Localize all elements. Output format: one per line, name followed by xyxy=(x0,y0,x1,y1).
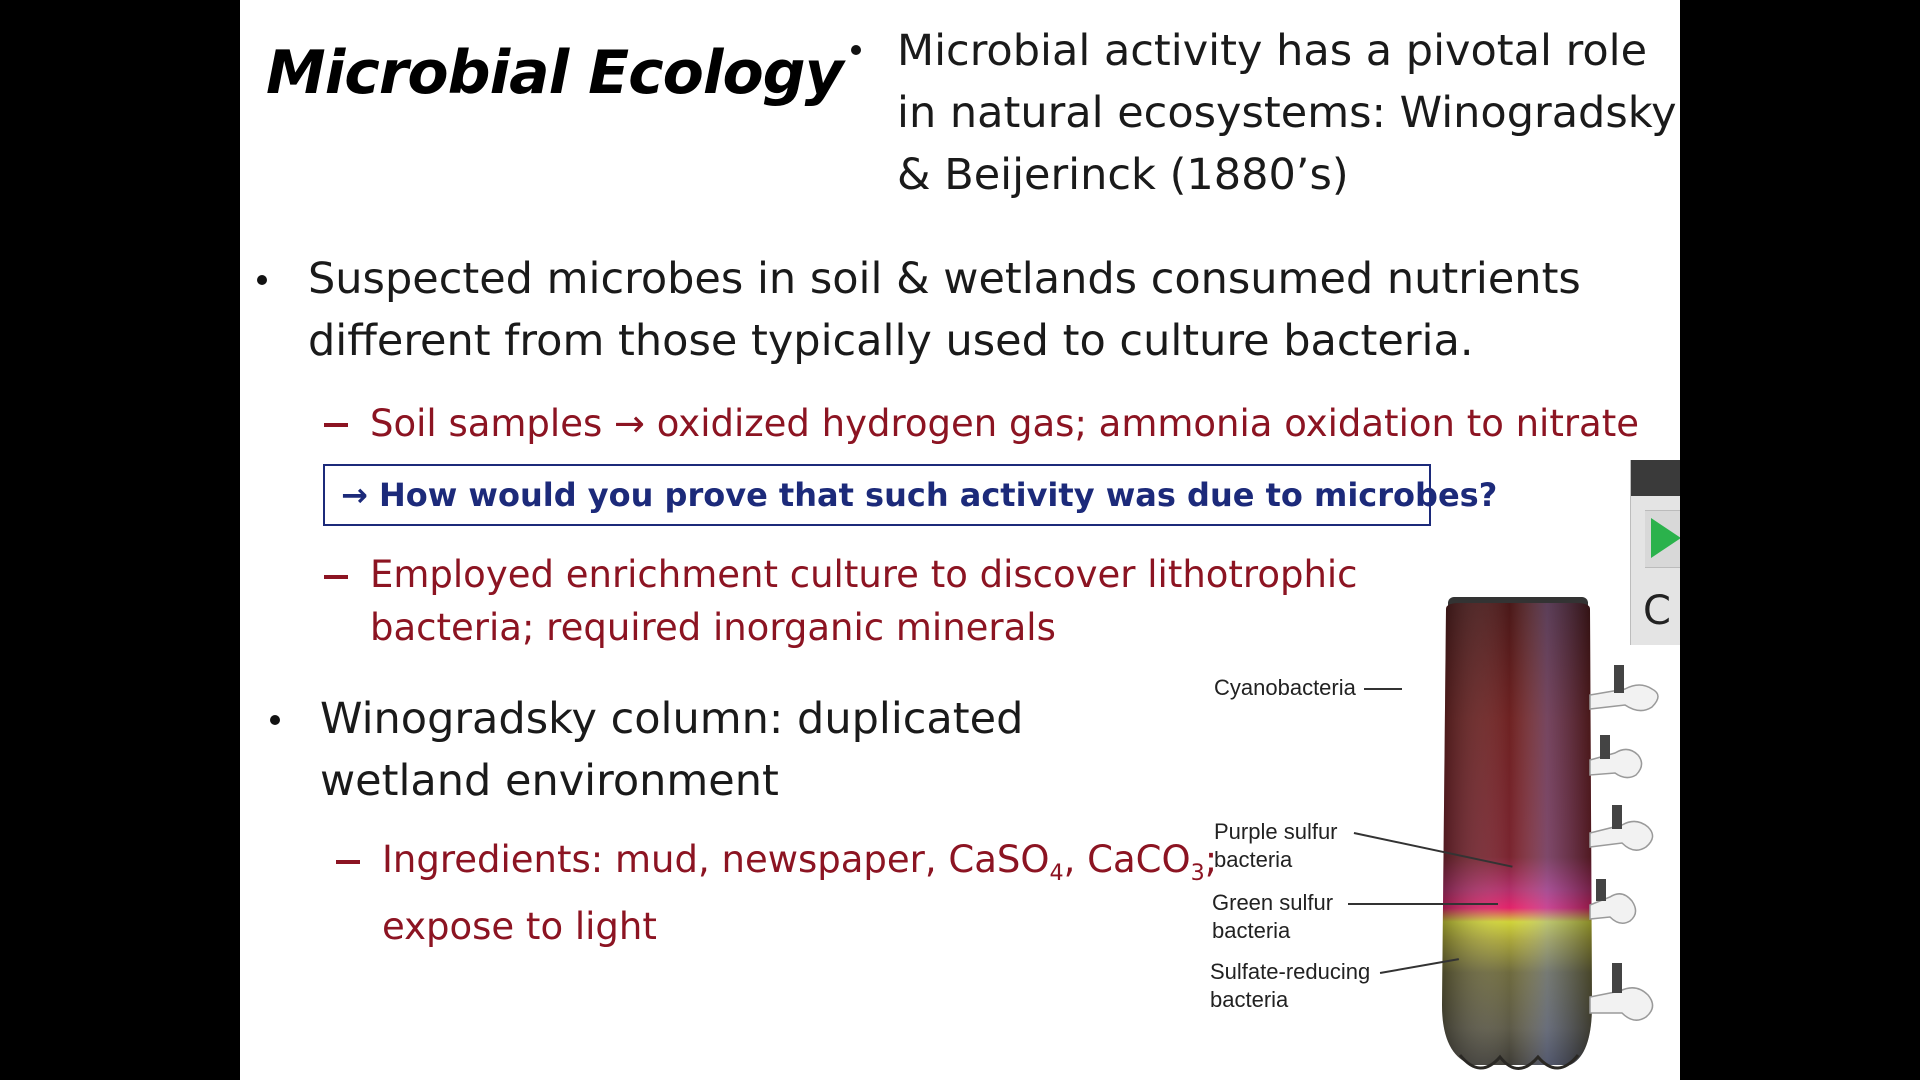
bullet1-line2: different from those typically used to c… xyxy=(308,316,1474,366)
label-cyanobacteria: Cyanobacteria xyxy=(1214,675,1356,700)
side-panel-header xyxy=(1631,460,1680,496)
sub3-pre: Ingredients: mud, newspaper, CaSO xyxy=(382,838,1050,881)
sub3-subscript-b: 3 xyxy=(1190,859,1205,886)
sub3-end: ; xyxy=(1204,838,1218,881)
sub1-pre: Soil samples xyxy=(370,402,603,445)
label-sulfate-reducing: Sulfate-reducing bacteria xyxy=(1210,958,1370,1014)
column-shine xyxy=(1442,603,1592,1065)
top-bullet-line2: in natural ecosystems: Winogradsky xyxy=(897,88,1677,138)
sub1-text: Soil samples → oxidized hydrogen gas; am… xyxy=(370,397,1639,450)
bullet2-line2: wetland environment xyxy=(320,756,779,806)
label-sulfate-line2: bacteria xyxy=(1210,987,1289,1012)
dash-marker xyxy=(336,860,360,864)
top-bullet-line3: & Beijerinck (1880’s) xyxy=(897,150,1349,200)
column-feet xyxy=(1458,1054,1580,1070)
sub3-line2: expose to light xyxy=(382,904,657,948)
sub3-subscript-a: 4 xyxy=(1049,859,1064,886)
slide-title: Microbial Ecology xyxy=(266,38,844,108)
bullet2-line1: Winogradsky column: duplicated xyxy=(320,694,1024,744)
label-sulfate-line1: Sulfate-reducing xyxy=(1210,959,1371,984)
sub2-line1: Employed enrichment culture to discover … xyxy=(370,553,1358,596)
sampling-ports xyxy=(1589,665,1659,1021)
sub2-text: Employed enrichment culture to discover … xyxy=(370,548,1358,654)
question-box: → How would you prove that such activity… xyxy=(323,464,1497,526)
sub1-post: oxidized hydrogen gas; ammonia oxidation… xyxy=(656,402,1639,445)
top-bullet-text: Microbial activity has a pivotal role in… xyxy=(897,20,1677,206)
winogradsky-column-image xyxy=(1442,597,1659,1070)
top-bullet-line1: Microbial activity has a pivotal role xyxy=(897,26,1648,76)
leader-line xyxy=(1364,688,1402,690)
label-green-line2: bacteria xyxy=(1212,918,1291,943)
bullet-dot xyxy=(257,275,267,285)
question-text: How would you prove that such activity w… xyxy=(378,476,1498,514)
bullet-dot xyxy=(851,45,861,55)
label-purple-line1: Purple sulfur xyxy=(1214,819,1338,844)
bullet1-text: Suspected microbes in soil & wetlands co… xyxy=(308,248,1581,372)
slide: Microbial Ecology Microbial activity has… xyxy=(240,0,1680,1080)
sub3-mid: , CaCO xyxy=(1063,838,1191,881)
label-green-sulfur: Green sulfur bacteria xyxy=(1212,889,1333,945)
label-green-line1: Green sulfur xyxy=(1212,890,1334,915)
dash-marker xyxy=(324,575,348,579)
dash-marker xyxy=(324,423,348,427)
arrow-icon: → xyxy=(614,402,646,445)
side-panel: C xyxy=(1630,460,1680,645)
sub2-line2: bacteria; required inorganic minerals xyxy=(370,606,1056,649)
bullet1-line1: Suspected microbes in soil & wetlands co… xyxy=(308,254,1581,304)
label-purple-sulfur: Purple sulfur bacteria xyxy=(1214,818,1338,874)
arrow-icon: → xyxy=(341,476,368,514)
sub3-line1: Ingredients: mud, newspaper, CaSO4, CaCO… xyxy=(382,833,1217,900)
bullet-dot xyxy=(270,715,280,725)
label-purple-line2: bacteria xyxy=(1214,847,1293,872)
side-panel-letter[interactable]: C xyxy=(1643,588,1671,634)
sub3-text: Ingredients: mud, newspaper, CaSO4, CaCO… xyxy=(382,833,1217,953)
leader-line xyxy=(1348,903,1498,905)
play-icon[interactable] xyxy=(1651,518,1680,558)
bullet2-text: Winogradsky column: duplicated wetland e… xyxy=(320,688,1023,812)
